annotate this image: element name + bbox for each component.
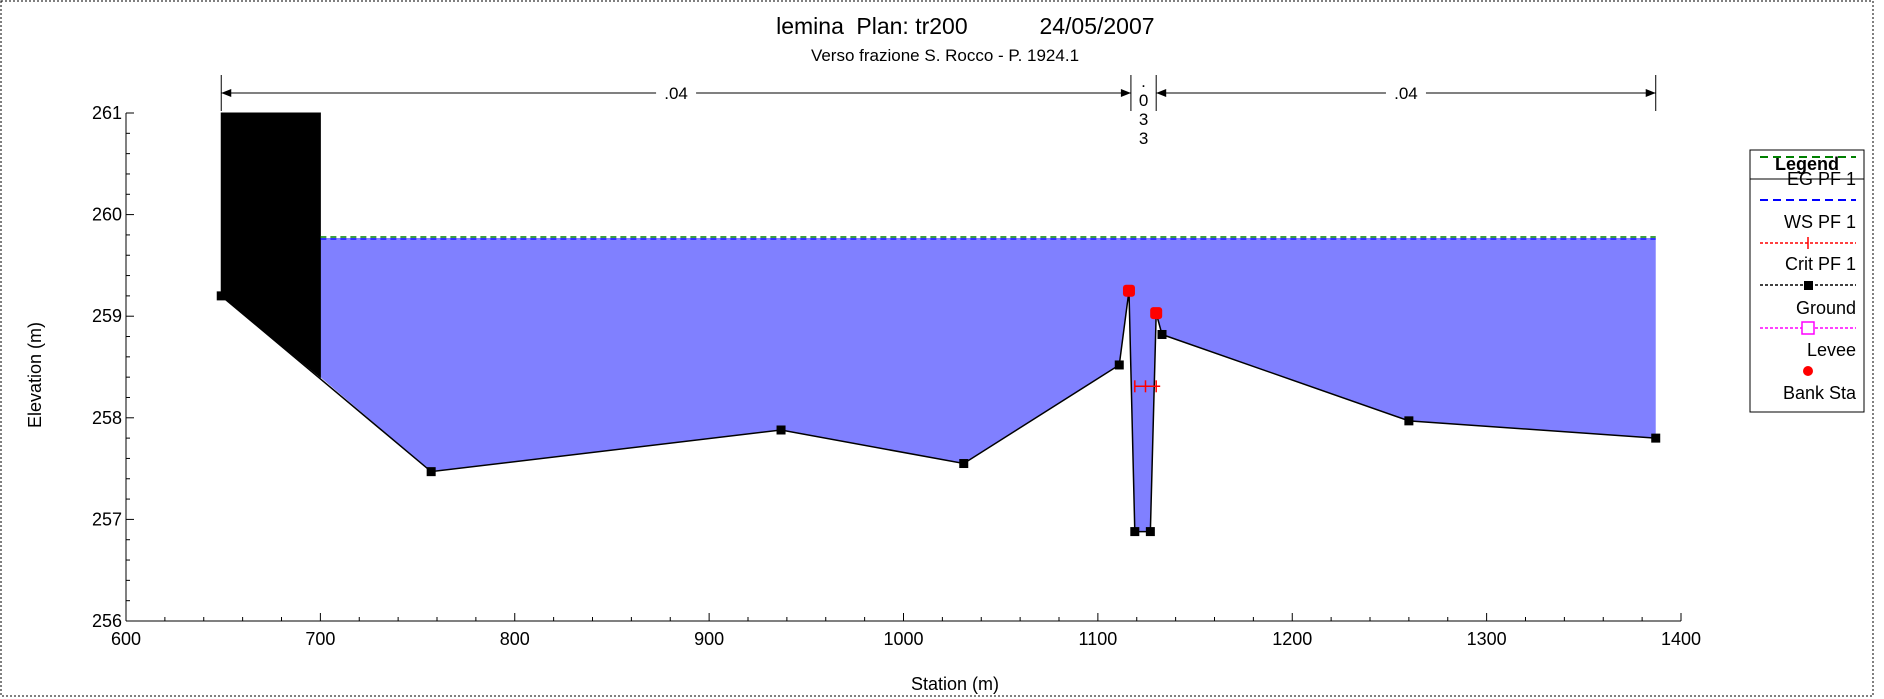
ground-point bbox=[1145, 527, 1155, 537]
legend-title: Legend bbox=[1775, 154, 1839, 174]
ground-point bbox=[1157, 329, 1167, 339]
mannings-n-label: 3 bbox=[1139, 129, 1148, 148]
title-date: 24/05/2007 bbox=[1039, 13, 1154, 39]
y-tick-label: 261 bbox=[92, 103, 122, 123]
mannings-n-label: .04 bbox=[664, 84, 688, 103]
mannings-n-arrowhead bbox=[1120, 89, 1131, 97]
y-axis-label: Elevation (m) bbox=[25, 322, 45, 428]
legend: Legend EG PF 1 WS PF 1 Crit PF 1 Ground … bbox=[1749, 149, 1865, 413]
bank-sta-point bbox=[1150, 307, 1163, 320]
mannings-n-label: .04 bbox=[1394, 84, 1418, 103]
mannings-n-arrowhead bbox=[1645, 89, 1656, 97]
x-tick-label: 700 bbox=[305, 629, 335, 649]
legend-ground-marker bbox=[1804, 281, 1813, 290]
subtitle: Verso frazione S. Rocco - P. 1924.1 bbox=[811, 46, 1079, 65]
x-axis-label: Station (m) bbox=[911, 674, 999, 694]
x-tick-label: 1400 bbox=[1661, 629, 1701, 649]
x-tick-label: 800 bbox=[500, 629, 530, 649]
legend-levee-marker bbox=[1801, 321, 1815, 335]
x-tick-label: 1000 bbox=[883, 629, 923, 649]
legend-ws-label: WS PF 1 bbox=[1784, 212, 1856, 232]
mannings-n-label: 0 bbox=[1139, 91, 1148, 110]
mannings-n-label-bg bbox=[1385, 83, 1426, 103]
legend-ground-label: Ground bbox=[1796, 298, 1856, 318]
y-tick-label: 257 bbox=[92, 509, 122, 529]
mannings-n-label: 3 bbox=[1139, 110, 1148, 129]
obstruction-block bbox=[220, 112, 321, 379]
legend-eg-label: EG PF 1 bbox=[1787, 169, 1856, 189]
mannings-n-label-bg bbox=[656, 83, 697, 103]
ground-point bbox=[1114, 360, 1124, 370]
x-tick-label: 1100 bbox=[1079, 629, 1118, 649]
ground-point bbox=[426, 467, 436, 477]
ground-point bbox=[1130, 527, 1140, 537]
ground-line bbox=[220, 290, 1656, 533]
x-tick-label: 1200 bbox=[1272, 629, 1312, 649]
legend-crit-label: Crit PF 1 bbox=[1785, 254, 1856, 274]
x-tick-label: 900 bbox=[694, 629, 724, 649]
ground-point bbox=[216, 291, 226, 301]
title-river: lemina bbox=[776, 13, 844, 39]
mannings-n-label: . bbox=[1141, 72, 1146, 91]
ground-point bbox=[959, 459, 969, 469]
title-plan: Plan: tr200 bbox=[856, 13, 967, 39]
ground-point bbox=[776, 425, 786, 435]
x-tick-label: 1300 bbox=[1467, 629, 1507, 649]
y-tick-label: 256 bbox=[92, 611, 122, 631]
mannings-n-arrowhead bbox=[1156, 89, 1167, 97]
legend-bank-label: Bank Sta bbox=[1783, 383, 1857, 403]
y-tick-label: 258 bbox=[92, 408, 122, 428]
x-tick-label: 600 bbox=[111, 629, 141, 649]
legend-bank-marker bbox=[1803, 366, 1813, 376]
ground-point bbox=[1651, 433, 1661, 443]
bank-sta-point bbox=[1122, 284, 1135, 297]
y-tick-label: 259 bbox=[92, 306, 122, 326]
mannings-n-arrowhead bbox=[221, 89, 232, 97]
ground-point bbox=[1404, 416, 1414, 426]
water-fill bbox=[320, 237, 1656, 532]
y-tick-label: 260 bbox=[92, 205, 122, 225]
legend-levee-label: Levee bbox=[1807, 340, 1856, 360]
